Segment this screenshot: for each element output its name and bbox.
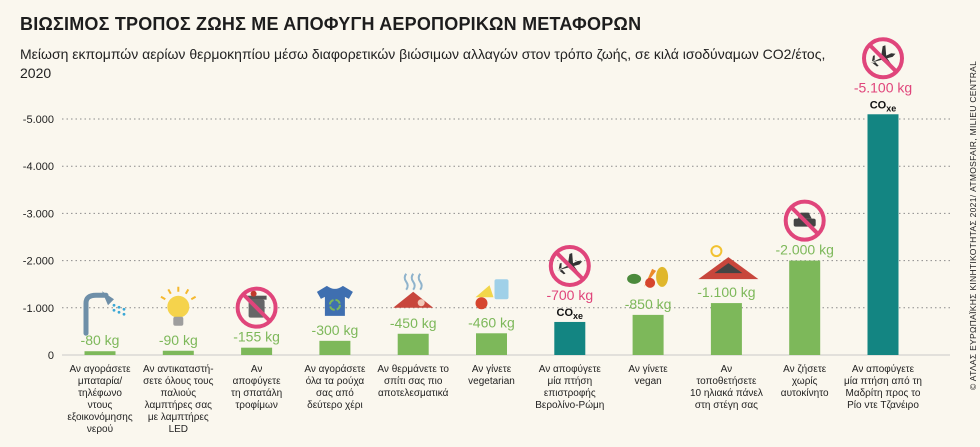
bar — [241, 347, 273, 355]
shower-icon — [83, 291, 126, 336]
value-label: -155 kg — [233, 329, 280, 345]
credit-text: © ΑΤΛΑΣ ΕΥΡΩΠΑΪΚΗΣ ΚΙΝΗΤΙΚΟΤΗΤΑΣ 2021/ A… — [968, 60, 978, 390]
category-label: Αν αποφύγετε μία πτήση από τη Μαδρίτη προς… — [844, 363, 922, 411]
vegetables-icon — [627, 266, 669, 288]
bar — [162, 350, 194, 355]
value-label: -450 kg — [390, 315, 437, 331]
no-flight-icon — [548, 244, 591, 287]
co2-label: COxe — [870, 99, 897, 113]
bar — [789, 260, 821, 355]
bar — [710, 303, 742, 355]
y-tick-label: 0 — [48, 350, 54, 362]
category-label: Αν ζήσετε χωρίς αυτοκίνητο — [781, 363, 829, 399]
bar — [397, 333, 429, 355]
light-bulb-icon — [160, 286, 197, 326]
bar — [84, 351, 116, 355]
category-label: Αν τοποθετήσετε 10 ηλιακά πάνελ στη στέγη σ… — [690, 364, 763, 411]
value-label: -850 kg — [625, 296, 672, 312]
bar — [632, 314, 664, 355]
category-label: Αν αγοράσετε μπαταρία/τηλέφωνο ντους εξοικο… — [67, 363, 133, 435]
chart-bars — [84, 114, 899, 355]
category-label: Αν γίνετε vegan — [628, 363, 668, 387]
bar — [476, 333, 507, 355]
value-label: -5.100 kg — [854, 79, 912, 95]
category-labels: Αν αγοράσετε μπαταρία/τηλέφωνο ντους εξοικο… — [67, 363, 922, 435]
recycled-shirt-icon — [316, 285, 353, 316]
category-label: Αν αντικαταστή-σετε όλους τους παλιούς λαμ… — [143, 363, 214, 435]
value-labels: -80 kg -90 kg -155 kg -300 kg -450 kg -460 kg… — [81, 79, 913, 348]
chart-icons — [83, 37, 904, 336]
value-label: -460 kg — [468, 314, 515, 330]
bar — [319, 340, 351, 355]
value-label: -300 kg — [312, 322, 359, 338]
value-label: -2.000 kg — [776, 242, 834, 258]
co2-label: COxe — [557, 307, 584, 321]
source-credit: © ΑΤΛΑΣ ΕΥΡΩΠΑΪΚΗΣ ΚΙΝΗΤΙΚΟΤΗΤΑΣ 2021/ A… — [961, 60, 978, 390]
no-car-icon — [783, 199, 826, 242]
no-flight-icon — [862, 37, 904, 80]
y-tick-label: -2.000 — [23, 256, 54, 268]
bar — [554, 321, 586, 355]
y-axis-ticks: 0 -1.000 -2.000 -3.000 -4.000 -5.000 — [23, 114, 54, 362]
y-tick-label: -1.000 — [23, 303, 54, 315]
value-label: -1.100 kg — [697, 284, 755, 300]
vegetarian-food-icon — [475, 279, 509, 310]
y-tick-label: -3.000 — [23, 208, 54, 220]
no-food-waste-icon — [235, 286, 278, 329]
value-label: -80 kg — [81, 332, 120, 348]
category-label: Αν αποφύγετε μία πτήση επιστροφής Βερολίνο-… — [535, 363, 604, 411]
value-label: -700 kg — [546, 287, 593, 303]
category-label: Αν γίνετε vegetarian — [468, 363, 515, 387]
value-label: -90 kg — [159, 332, 198, 348]
heated-roof-icon — [393, 273, 434, 308]
y-tick-label: -5.000 — [23, 114, 54, 126]
chart-title: ΒΙΩΣΙΜΟΣ ΤΡΟΠΟΣ ΖΩΗΣ ΜΕ ΑΠΟΦΥΓΗ ΑΕΡΟΠΟΡΙ… — [20, 14, 642, 34]
y-tick-label: -4.000 — [23, 161, 54, 173]
category-label: Αν αγοράσετε όλα τα ρούχα σας από δεύτερο χ… — [304, 363, 366, 411]
chart-subtitle: Μείωση εκπομπών αερίων θερμοκηπίου μέσω … — [20, 46, 826, 81]
solar-panel-icon — [698, 245, 759, 280]
category-label: Αν αποφύγετε τη σπατάλη τροφίμων — [231, 364, 282, 411]
category-label: Αν θερμάνετε το σπίτι σας πιο αποτελεσματι… — [377, 363, 449, 399]
bar — [867, 114, 899, 355]
